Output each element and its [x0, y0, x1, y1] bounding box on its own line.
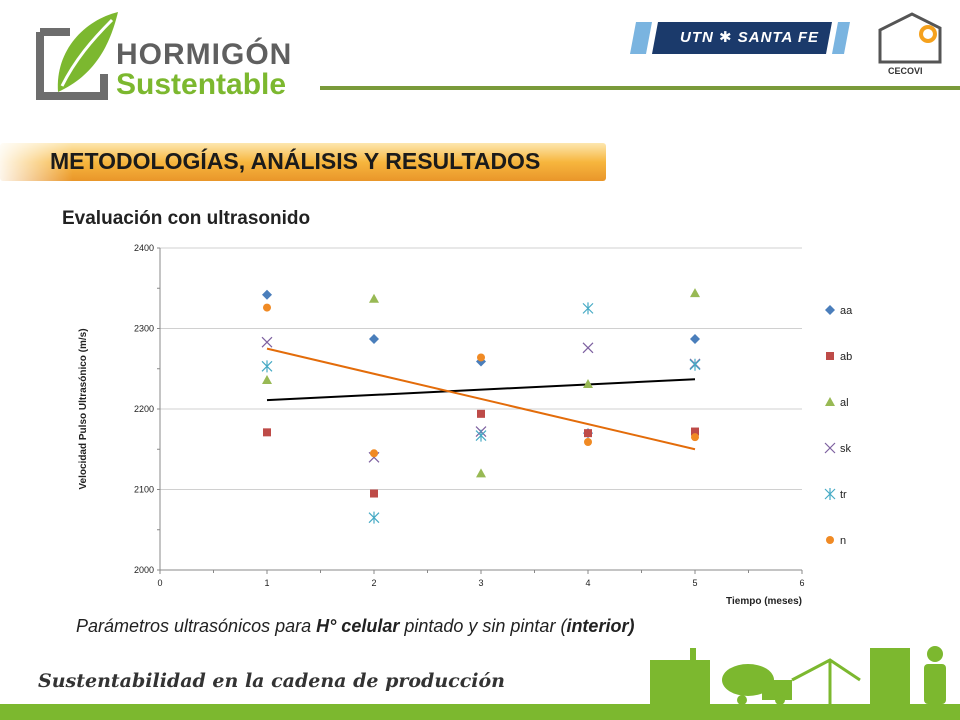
x-tick-label: 6 — [799, 578, 804, 588]
data-point-sk — [582, 342, 594, 354]
x-tick-label: 1 — [264, 578, 269, 588]
utn-banner — [630, 22, 850, 54]
footer-bar — [0, 704, 960, 720]
data-point-n — [370, 449, 378, 458]
legend-marker-tr — [824, 488, 836, 500]
legend-marker-n — [826, 536, 834, 544]
y-tick-label: 2300 — [134, 324, 154, 334]
y-tick-label: 2400 — [134, 243, 154, 253]
x-axis-label: Tiempo (meses) — [726, 596, 802, 607]
data-point-n — [584, 438, 592, 447]
data-point-ab — [370, 489, 378, 498]
y-tick-label: 2200 — [134, 404, 154, 414]
data-point-al — [262, 375, 272, 385]
section-title: METODOLOGÍAS, ANÁLISIS Y RESULTADOS — [50, 148, 541, 174]
data-point-tr — [261, 360, 273, 373]
chart-subtitle: Evaluación con ultrasonido — [62, 208, 311, 229]
footer-graphics — [0, 646, 960, 720]
x-tick-label: 0 — [157, 578, 162, 588]
data-point-tr — [368, 511, 380, 524]
data-point-n — [263, 303, 271, 312]
data-point-al — [369, 293, 379, 303]
data-point-al — [583, 379, 593, 389]
data-point-aa — [369, 333, 379, 344]
cecovi-house-icon — [878, 12, 942, 64]
data-point-tr — [582, 302, 594, 315]
cecovi-label: CECOVI — [888, 66, 923, 76]
logo-leaf-icon — [36, 12, 118, 100]
data-point-ab — [263, 428, 271, 437]
x-tick-label: 5 — [692, 578, 697, 588]
trendline — [266, 378, 696, 402]
trendline — [266, 347, 696, 451]
data-point-ab — [584, 429, 592, 438]
y-tick-label: 2100 — [134, 485, 154, 495]
legend-label-sk: sk — [840, 443, 852, 455]
y-axis-label: Velocidad Pulso Ultrasónico (m/s) — [78, 328, 89, 489]
logo-subtitle: Sustentable — [116, 68, 287, 101]
legend-label-tr: tr — [840, 489, 847, 501]
legend-label-n: n — [840, 535, 846, 547]
ultrasound-scatter-chart: 2000 2100 2200 2300 2400 0 1 2 3 4 5 6 Tiempo (meses… — [78, 243, 853, 607]
data-point-aa — [262, 289, 272, 300]
data-point-al — [690, 288, 700, 298]
header-graphics — [36, 12, 960, 100]
legend-label-aa: aa — [840, 305, 853, 317]
legend-marker-sk — [824, 442, 836, 454]
person-icon — [924, 646, 946, 704]
data-point-tr — [475, 429, 487, 442]
legend-marker-al — [825, 397, 835, 406]
concrete-mixer-icon — [722, 664, 792, 705]
caption-part1: Parámetros ultrasónicos para — [76, 616, 317, 636]
caption-part4: interior) — [566, 616, 635, 636]
data-point-al — [476, 468, 486, 478]
tower-icon — [870, 648, 910, 704]
logo-title: HORMIGÓN — [116, 38, 293, 71]
y-tick-label: 2000 — [134, 565, 154, 575]
legend-label-al: al — [840, 397, 849, 409]
legend-label-ab: ab — [840, 351, 852, 363]
data-point-aa — [690, 333, 700, 344]
caption-part3: pintado y sin pintar ( — [399, 616, 567, 636]
caption-part2: H° celular — [316, 616, 400, 636]
data-point-tr — [689, 358, 701, 371]
x-tick-label: 3 — [478, 578, 483, 588]
building-icon — [650, 648, 710, 704]
x-tick-label: 4 — [585, 578, 590, 588]
data-point-ab — [691, 427, 699, 436]
footer-slogan: Sustentabilidad en la cadena de producci… — [38, 670, 505, 692]
data-point-n — [477, 353, 485, 362]
crane-icon — [791, 658, 861, 704]
legend-marker-ab — [826, 352, 834, 360]
data-point-ab — [477, 409, 485, 418]
data-point-n — [691, 433, 699, 442]
legend-marker-aa — [825, 305, 835, 315]
x-tick-label: 2 — [371, 578, 376, 588]
section-banner — [0, 143, 606, 181]
utn-label: UTN ✱ SANTA FE — [680, 29, 820, 46]
data-point-sk — [261, 336, 273, 348]
chart-caption: Parámetros ultrasónicos para H° celular … — [76, 616, 634, 637]
